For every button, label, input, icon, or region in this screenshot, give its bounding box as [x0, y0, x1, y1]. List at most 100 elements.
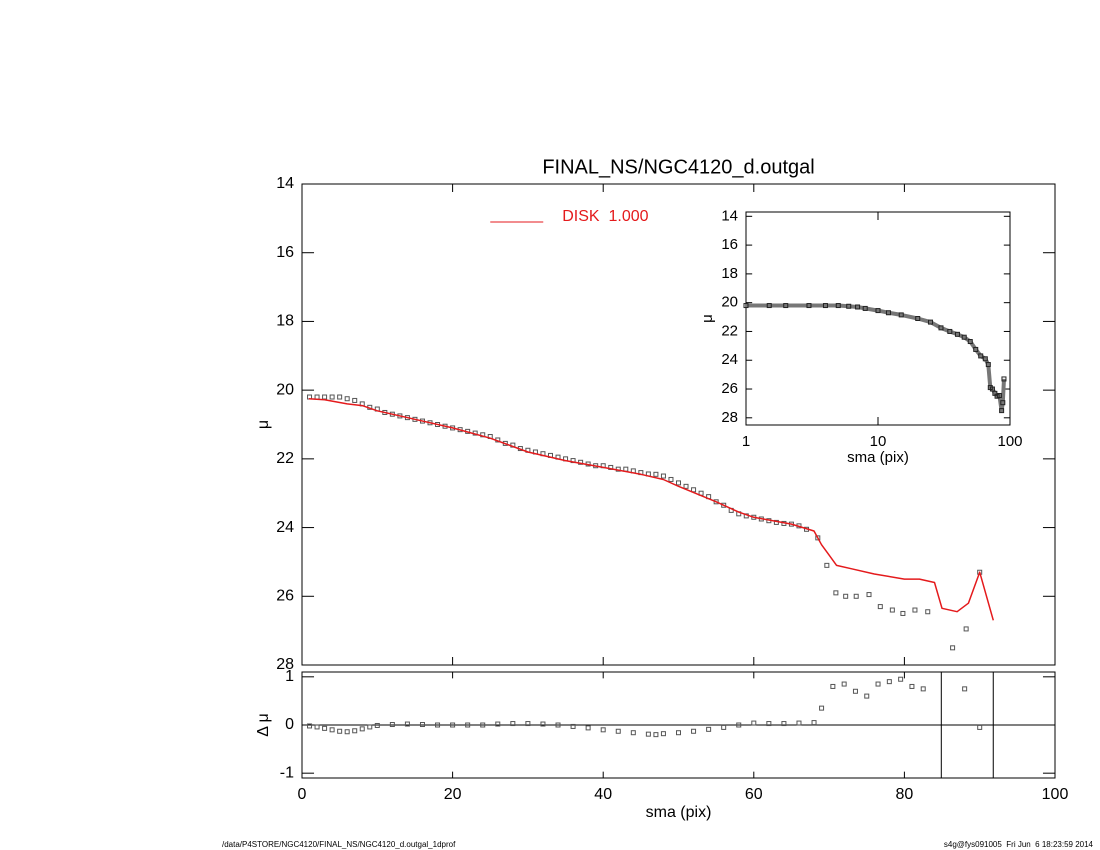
- data-point: [743, 303, 749, 309]
- y-axis-label: Δ μ: [255, 713, 272, 736]
- data-point: [877, 604, 883, 610]
- y-tick-label: 26: [721, 380, 738, 397]
- data-point: [653, 732, 659, 738]
- data-point: [540, 721, 546, 727]
- x-tick-label: 10: [870, 433, 887, 450]
- data-point: [322, 394, 328, 400]
- data-point: [721, 724, 727, 730]
- plot-frame: [745, 211, 1011, 426]
- chart-title: FINAL_NS/NGC4120_d.outgal: [542, 156, 814, 178]
- data-point: [846, 303, 852, 309]
- y-tick-label: 28: [276, 656, 294, 673]
- data-point: [736, 722, 742, 728]
- x-tick-label: 80: [896, 786, 914, 803]
- y-tick-label: 20: [276, 381, 294, 398]
- legend-label: DISK 1.000: [562, 208, 648, 225]
- data-point: [925, 609, 931, 615]
- y-tick-label: 22: [721, 322, 738, 339]
- data-point: [344, 396, 350, 402]
- data-point: [875, 681, 881, 687]
- data-point: [898, 676, 904, 682]
- data-point: [982, 356, 988, 362]
- x-tick-label: 60: [745, 786, 763, 803]
- data-point: [359, 726, 365, 732]
- data-point: [555, 722, 561, 728]
- data-point: [404, 721, 410, 727]
- data-point: [329, 394, 335, 400]
- data-point: [864, 693, 870, 699]
- data-point: [314, 724, 320, 730]
- data-point: [615, 728, 621, 734]
- data-point: [435, 722, 441, 728]
- y-tick-label: 18: [721, 265, 738, 282]
- data-point: [691, 728, 697, 734]
- data-point: [796, 720, 802, 726]
- y-tick-label: 16: [721, 236, 738, 253]
- y-tick-label: 16: [276, 244, 294, 261]
- data-point: [973, 346, 979, 352]
- x-tick-label: 40: [594, 786, 612, 803]
- data-point: [985, 362, 991, 368]
- data-point: [352, 397, 358, 403]
- data-point: [713, 499, 719, 505]
- data-point: [999, 408, 1005, 414]
- x-axis-label: sma (pix): [847, 449, 909, 466]
- data-point: [322, 725, 328, 731]
- data-point: [852, 688, 858, 694]
- y-tick-label: 28: [721, 409, 738, 426]
- data-point: [961, 334, 967, 340]
- data-point: [465, 722, 471, 728]
- x-axis-label: sma (pix): [646, 804, 712, 821]
- data-point: [660, 473, 666, 479]
- data-point: [950, 645, 956, 651]
- y-tick-label: 18: [276, 313, 294, 330]
- data-point: [374, 722, 380, 728]
- data-point: [1001, 376, 1007, 382]
- data-point: [525, 721, 531, 727]
- y-axis-label: μ: [699, 314, 716, 323]
- data-point: [389, 722, 395, 728]
- data-point: [660, 731, 666, 737]
- y-tick-label: 24: [276, 519, 294, 536]
- data-point: [683, 483, 689, 489]
- data-point: [419, 722, 425, 728]
- data-point: [962, 686, 968, 692]
- y-axis-label: μ: [255, 420, 272, 429]
- data-point: [833, 590, 839, 596]
- data-point: [706, 726, 712, 732]
- data-point: [862, 305, 868, 311]
- data-point: [830, 683, 836, 689]
- data-point: [585, 725, 591, 731]
- data-point: [824, 562, 830, 568]
- series-line: [746, 303, 1006, 413]
- data-point: [781, 721, 787, 727]
- data-point: [600, 727, 606, 733]
- data-point: [967, 339, 973, 345]
- data-point: [783, 303, 789, 309]
- data-point: [367, 724, 373, 730]
- data-point: [676, 730, 681, 736]
- data-point: [889, 607, 895, 613]
- data-point: [570, 723, 576, 729]
- data-point: [841, 681, 847, 687]
- data-point: [766, 303, 772, 309]
- data-point: [909, 683, 915, 689]
- x-tick-label: 100: [997, 433, 1022, 450]
- data-point: [835, 303, 841, 309]
- data-point: [307, 723, 313, 729]
- data-point: [912, 607, 918, 613]
- data-point: [866, 592, 872, 598]
- data-point: [645, 731, 651, 737]
- data-point: [819, 705, 825, 711]
- data-point: [843, 593, 849, 599]
- series-line: [308, 397, 995, 621]
- data-point: [963, 626, 969, 632]
- data-point: [920, 686, 926, 692]
- data-point: [898, 312, 904, 318]
- x-tick-label: 1: [742, 433, 750, 450]
- data-point: [751, 720, 757, 726]
- data-point: [668, 476, 674, 482]
- data-point: [853, 593, 859, 599]
- footer-left: /data/P4STORE/NGC4120/FINAL_NS/NGC4120_d…: [222, 840, 456, 849]
